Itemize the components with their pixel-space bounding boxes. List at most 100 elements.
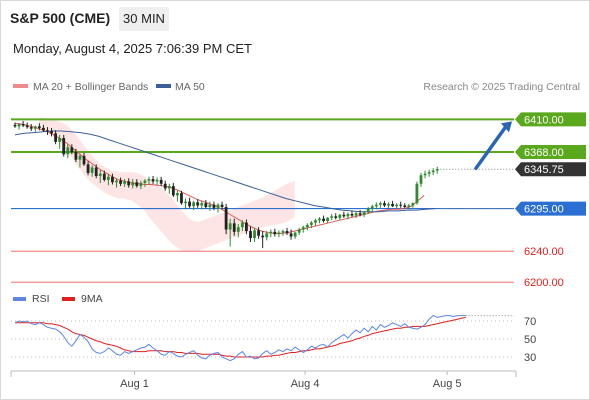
candle-body — [58, 138, 62, 142]
candle-body — [208, 204, 212, 208]
candle-body — [25, 125, 29, 128]
candle-body — [155, 179, 159, 182]
rsi-panel: 70 50 30 — [11, 315, 536, 364]
candle-body — [366, 208, 370, 213]
time-tick-label: Aug 1 — [120, 378, 149, 390]
candle-body — [415, 183, 419, 204]
interval-badge[interactable]: 30 MIN — [119, 7, 169, 31]
candle-body — [269, 231, 273, 234]
candle-body — [301, 227, 305, 230]
time-tick-label: Aug 4 — [291, 378, 320, 390]
candle-body — [273, 231, 277, 235]
candle-body — [322, 218, 325, 221]
candle-body — [33, 126, 37, 129]
candle-body — [379, 203, 382, 205]
candle-body — [21, 124, 25, 126]
candle-body — [86, 164, 90, 173]
candle-body — [342, 214, 346, 217]
candle-body — [37, 126, 41, 128]
resistance-price-label: 6410.00 — [515, 112, 586, 127]
candle-body — [135, 182, 139, 187]
candle-body — [419, 175, 423, 184]
source-credit: Research © 2025 Trading Central — [423, 81, 580, 93]
candle-body — [435, 169, 439, 171]
candle-body — [354, 213, 358, 216]
candle-body — [399, 204, 403, 206]
candle-body — [111, 176, 114, 183]
candle-body — [391, 203, 394, 207]
candle-body — [334, 216, 338, 218]
target-arrow-shaft — [474, 124, 508, 170]
candle-body — [346, 214, 350, 217]
pivot-price-label-bg — [515, 201, 586, 216]
candle-body — [204, 203, 208, 208]
candle-body — [240, 222, 244, 228]
candle-body — [54, 133, 57, 142]
resistance-price-label-text: 6410.00 — [524, 114, 564, 126]
candle-body — [232, 223, 236, 232]
candle-body — [423, 173, 427, 176]
candle-body — [249, 231, 252, 239]
candle-body — [314, 220, 317, 223]
candle-body — [261, 235, 265, 238]
bollinger-band — [39, 117, 295, 252]
resistance-price-label-bg — [515, 144, 586, 159]
candle-body — [176, 193, 179, 196]
rsi-legend-swatch — [13, 297, 26, 301]
candle-body — [326, 217, 330, 221]
candle-body — [285, 231, 289, 234]
candle-body — [184, 201, 187, 204]
candle-body — [293, 232, 297, 237]
candle-body — [407, 205, 411, 208]
candle-body — [94, 167, 98, 176]
support-price-label: 6240.00 — [524, 246, 564, 258]
candle-body — [143, 180, 147, 183]
candle-body — [171, 186, 175, 196]
candle-body — [66, 147, 70, 155]
support-price-label-text: 6240.00 — [524, 246, 564, 258]
candle-body — [180, 193, 183, 204]
candle-body — [395, 204, 399, 207]
candle-body — [147, 179, 151, 181]
candle-body — [46, 130, 49, 132]
ma50-line — [14, 130, 436, 213]
candle-body — [115, 180, 118, 183]
candle-body — [257, 230, 260, 236]
pivot-price-label-text: 6295.00 — [524, 204, 564, 216]
candle-body — [200, 203, 204, 206]
candle-body — [151, 179, 155, 182]
candle-body — [374, 204, 378, 207]
support-price-label-text: 6200.00 — [524, 277, 564, 289]
resistance-price-label-bg — [515, 112, 586, 127]
candle-body — [119, 180, 122, 184]
candle-body — [224, 207, 228, 230]
candle-body — [159, 179, 163, 184]
resistance-price-label-text: 6368.00 — [524, 147, 564, 159]
candle-body — [167, 186, 171, 189]
candle-body — [318, 218, 321, 221]
candle-body — [90, 167, 94, 173]
candle-body — [236, 227, 240, 232]
ma50-legend-swatch — [156, 84, 171, 88]
timestamp: Monday, August 4, 2025 7:06:39 PM CET — [13, 41, 252, 56]
candle-body — [411, 203, 415, 206]
rsi-ma-legend-swatch — [62, 297, 75, 301]
instrument-title: S&P 500 (CME) — [10, 10, 111, 26]
candle-body — [50, 131, 53, 134]
candle-body — [212, 204, 216, 208]
candle-body — [70, 147, 74, 152]
candle-body — [216, 204, 220, 208]
candle-body — [127, 181, 131, 186]
candle-body — [220, 204, 224, 208]
candle-body — [192, 202, 196, 207]
candle-body — [383, 203, 386, 206]
candle-body — [131, 182, 135, 186]
candle-body — [358, 213, 362, 215]
candle-body — [330, 216, 334, 218]
rsi-tick-label: 50 — [524, 334, 536, 346]
resistance-price-label: 6368.00 — [515, 144, 586, 159]
candle-body — [74, 151, 78, 160]
candle-body — [362, 212, 366, 215]
candle-body — [309, 222, 313, 225]
